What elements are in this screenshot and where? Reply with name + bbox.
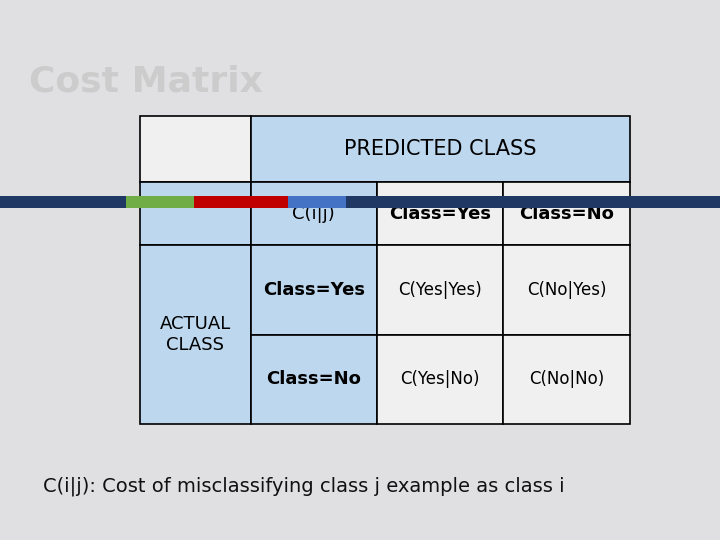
Text: C(i|j): Cost of misclassifying class j example as class i: C(i|j): Cost of misclassifying class j e… [43,476,564,496]
Text: C(No|No): C(No|No) [529,370,604,388]
Text: Class=No: Class=No [519,205,614,223]
Text: C(i|j): C(i|j) [292,205,335,223]
Text: Class=No: Class=No [266,370,361,388]
Text: C(Yes|No): C(Yes|No) [400,370,480,388]
Text: Class=Yes: Class=Yes [263,281,365,299]
Text: ACTUAL
CLASS: ACTUAL CLASS [160,315,231,354]
Text: PREDICTED CLASS: PREDICTED CLASS [344,139,536,159]
Text: C(Yes|Yes): C(Yes|Yes) [398,281,482,299]
Text: C(No|Yes): C(No|Yes) [527,281,606,299]
Text: Cost Matrix: Cost Matrix [29,65,263,99]
Text: Class=Yes: Class=Yes [389,205,491,223]
